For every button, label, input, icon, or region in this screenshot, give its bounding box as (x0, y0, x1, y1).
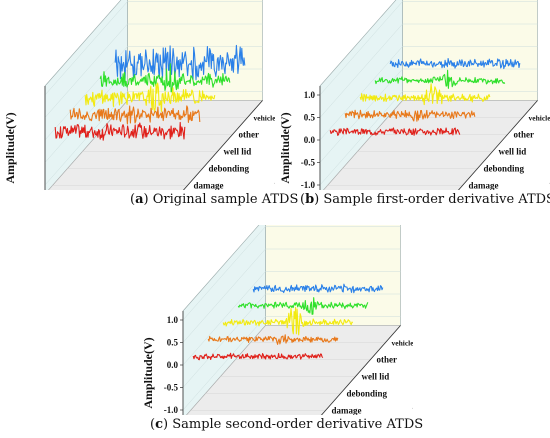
series-line-damage (54, 121, 186, 141)
series-line-other (99, 63, 231, 93)
y-grid-line (182, 226, 266, 321)
category-label-well-lid: well lid (224, 147, 252, 157)
series-line-other (374, 69, 506, 89)
category-label-damage: damage (332, 406, 362, 416)
series-line-well-lid (222, 306, 354, 336)
category-label-other: other (514, 130, 535, 140)
chart-panel-c: 0.00.20.40.60.8Time(s)1.00.50.0-0.5-1.0A… (141, 225, 414, 416)
y-grid-line (319, 46, 403, 141)
category-label-vehicle-noise: vehicle noise (529, 114, 550, 123)
y-grid-line (44, 23, 128, 118)
y-grid-line (182, 248, 266, 343)
caption-a: (a) Original sample ATDS (130, 192, 299, 207)
category-label-other: other (239, 130, 260, 140)
y-grid-line (182, 271, 266, 366)
y-grid-line (182, 316, 266, 411)
category-label-debonding: debonding (209, 164, 250, 174)
y-tick-label: 0.5 (167, 338, 179, 348)
y-tick-label: -0.5 (301, 158, 316, 168)
y-grid-line (319, 1, 403, 96)
y-tick-label: -1.0 (164, 405, 179, 415)
series-line-well-lid (359, 83, 491, 106)
y-tick-label: 0.5 (304, 113, 316, 123)
series-line-damage (192, 352, 324, 361)
category-label-well-lid: well lid (499, 147, 527, 157)
caption-a-letter: a (135, 192, 144, 207)
y-tick-label: -1.0 (301, 180, 316, 190)
z-axis-label: Data samples (411, 355, 413, 412)
caption-c: (c) Sample second-order derivative ATDS (150, 417, 424, 432)
caption-c-letter: c (155, 417, 163, 432)
back-wall (402, 0, 538, 101)
series-line-debonding (344, 109, 476, 122)
series-line-well-lid (84, 82, 216, 113)
y-tick-label: 0.0 (167, 360, 179, 370)
series-line-vehicle-noise (114, 44, 246, 81)
series-line-debonding (207, 334, 339, 345)
caption-b-text: Sample first-order derivative ATDS (323, 192, 550, 207)
caption-b-letter: b (305, 192, 315, 207)
category-label-debonding: debonding (347, 389, 388, 399)
y-grid-line (319, 23, 403, 118)
y-grid-line (319, 91, 403, 186)
chart-panel-a: 0.00.20.40.60.8Time(s)Amplitude(V)damage… (3, 0, 276, 191)
y-axis-label: Amplitude(V) (278, 112, 292, 183)
z-axis-line (457, 100, 538, 190)
y-tick-label: 1.0 (167, 315, 179, 325)
chart-panel-b: 0.00.20.40.60.8Time(s)1.00.50.0-0.5-1.0A… (278, 0, 550, 191)
y-tick-label: -0.5 (164, 383, 179, 393)
y-axis-label: Amplitude(V) (3, 112, 17, 183)
category-label-damage: damage (194, 181, 224, 191)
y-tick-label: 1.0 (304, 90, 316, 100)
y-grid-line (182, 293, 266, 388)
caption-c-text: Sample second-order derivative ATDS (172, 417, 424, 432)
series-line-vehicle-noise (389, 57, 521, 70)
category-label-other: other (377, 355, 398, 365)
caption-b: (b) Sample first-order derivative ATDS (300, 192, 550, 207)
series-line-other (237, 297, 369, 315)
y-grid-line (44, 1, 128, 96)
z-axis-line (320, 325, 401, 415)
z-axis-line (182, 100, 263, 190)
series-line-debonding (69, 105, 201, 125)
back-wall (265, 225, 401, 326)
series-line-vehicle-noise (252, 283, 384, 294)
category-label-well-lid: well lid (362, 372, 390, 382)
category-label-vehicle-noise: vehicle noise (392, 339, 414, 348)
y-grid-line (44, 91, 128, 186)
category-label-damage: damage (469, 181, 499, 191)
y-grid-line (44, 46, 128, 141)
y-axis-label: Amplitude(V) (141, 337, 155, 408)
category-label-debonding: debonding (484, 164, 525, 174)
y-tick-label: 0.0 (304, 135, 316, 145)
caption-a-text: Original sample ATDS (152, 192, 299, 207)
category-label-vehicle-noise: vehicle noise (254, 114, 276, 123)
series-line-damage (329, 127, 461, 136)
